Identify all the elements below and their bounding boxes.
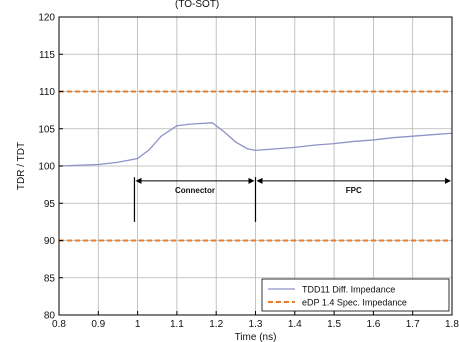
y-tick-label: 85 xyxy=(44,273,56,284)
x-tick-label: 1 xyxy=(135,319,141,330)
x-tick-label: 1.7 xyxy=(406,319,420,330)
legend-label: eDP 1.4 Spec. Impedance xyxy=(302,298,407,308)
annotation-label: FPC xyxy=(346,186,362,195)
grid xyxy=(59,17,452,315)
x-tick-label: 1.1 xyxy=(170,319,184,330)
annotation-arrow-head-left xyxy=(256,177,263,184)
series-line-2 xyxy=(59,90,452,242)
y-tick-label: 120 xyxy=(38,13,55,24)
legend-box xyxy=(261,278,450,312)
series-line-1 xyxy=(58,122,453,167)
annotations: Connector FPC xyxy=(133,177,451,222)
legend-label: TDD11 Diff. Impedance xyxy=(302,285,395,295)
ticks: 0.8 0.9 1 1.1 1.2 1.3 1.4 1.5 1.6 1.7 1.8 80 85 90 95 1… xyxy=(38,13,459,331)
y-tick-label: 95 xyxy=(44,199,56,210)
annotation-arrow-head-right xyxy=(445,177,451,184)
x-tick-label: 0.9 xyxy=(91,319,105,330)
annotation-arrow-head-left xyxy=(135,177,142,184)
legend: TDD11 Diff. Impedance eDP 1.4 Spec. Imped… xyxy=(261,278,450,312)
x-axis-title: Time (ns) xyxy=(235,332,277,342)
annotation-label: Connector xyxy=(175,186,215,195)
x-tick-label: 1.5 xyxy=(327,319,341,330)
chart-title: (TO-SOT) xyxy=(175,0,219,10)
y-tick-label: 100 xyxy=(38,162,55,173)
y-tick-label: 105 xyxy=(38,124,55,135)
y-axis-title: TDR / TDT xyxy=(16,142,27,190)
y-tick-label: 80 xyxy=(44,311,56,322)
x-tick-label: 1.2 xyxy=(209,319,223,330)
x-tick-label: 1.8 xyxy=(445,319,459,330)
x-tick-label: 1.6 xyxy=(366,319,380,330)
y-tick-label: 110 xyxy=(39,87,55,98)
annotation-arrow-head-right xyxy=(248,177,255,184)
y-tick-label: 90 xyxy=(44,236,56,247)
x-tick-label: 0.8 xyxy=(52,319,66,330)
y-tick-label: 115 xyxy=(39,50,55,61)
x-tick-label: 1.4 xyxy=(288,319,302,330)
x-tick-label: 1.3 xyxy=(249,319,263,330)
series-layer xyxy=(58,90,453,242)
